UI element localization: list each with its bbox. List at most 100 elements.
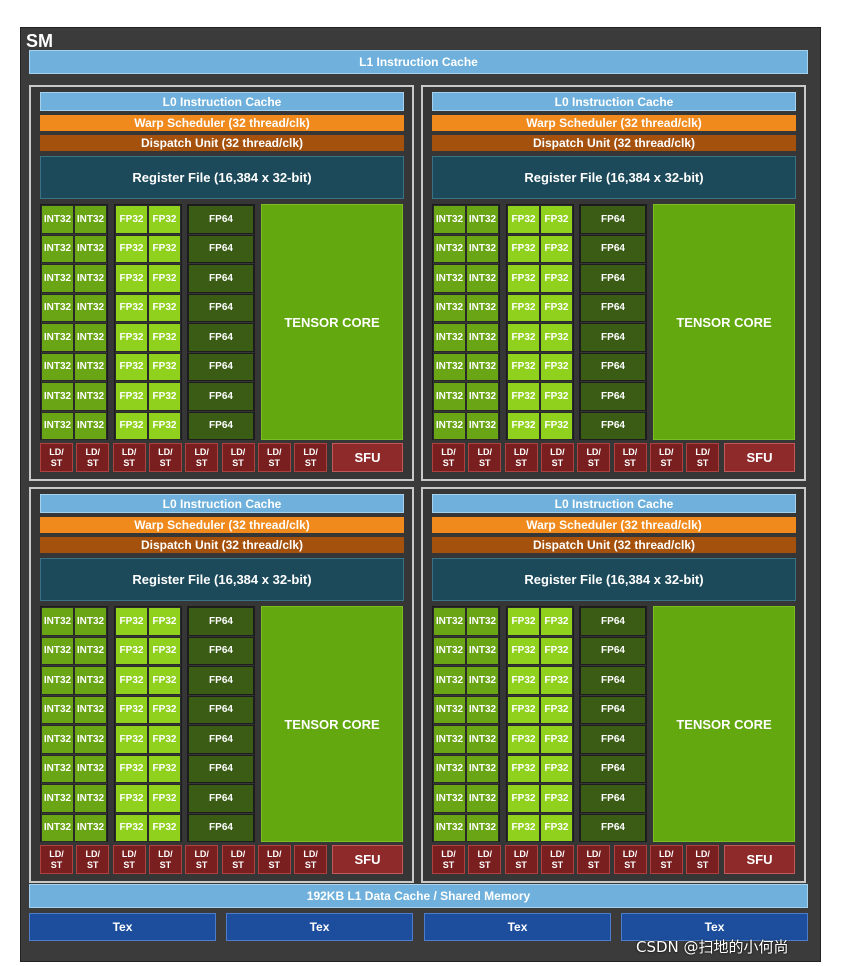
- ld-st-label-top: LD/: [303, 446, 318, 457]
- ld-st-label-top: LD/: [49, 446, 64, 457]
- fp32-core: FP32: [540, 695, 573, 724]
- register-file: Register File (16,384 x 32-bit): [40, 156, 404, 199]
- fp64-core: FP64: [580, 695, 646, 724]
- ld-st-label-bottom: ST: [87, 859, 99, 870]
- fp32-core: FP32: [115, 382, 148, 411]
- ld-st-label-top: LD/: [441, 446, 456, 457]
- fp32-core: FP32: [115, 754, 148, 783]
- int32-core: INT32: [74, 695, 107, 724]
- int32-core: INT32: [74, 636, 107, 665]
- sfu-unit: SFU: [332, 845, 403, 874]
- ld-st-unit: LD/ST: [504, 845, 538, 874]
- fp64-core: FP64: [188, 725, 254, 754]
- tensor-core: TENSOR CORE: [653, 606, 795, 842]
- fp32-core: FP32: [540, 754, 573, 783]
- fp32-core: FP32: [115, 636, 148, 665]
- l0-instruction-cache: L0 Instruction Cache: [432, 494, 796, 513]
- int32-core: INT32: [466, 234, 499, 263]
- fp32-core: FP32: [148, 666, 181, 695]
- ld-st-unit: LD/ST: [468, 443, 502, 472]
- processing-partition: L0 Instruction Cache Warp Scheduler (32 t…: [29, 85, 414, 481]
- int32-core: INT32: [433, 234, 466, 263]
- ld-st-unit: LD/ST: [686, 845, 720, 874]
- int32-core: INT32: [41, 323, 74, 352]
- l1-instruction-cache: L1 Instruction Cache: [29, 50, 808, 74]
- fp64-core: FP64: [188, 636, 254, 665]
- fp64-core: FP64: [188, 411, 254, 440]
- int32-core: INT32: [74, 382, 107, 411]
- int32-core: INT32: [433, 725, 466, 754]
- int32-core: INT32: [466, 607, 499, 636]
- ld-st-label-bottom: ST: [696, 859, 709, 870]
- int32-core: INT32: [466, 352, 499, 381]
- int32-core: INT32: [41, 205, 74, 234]
- ld-st-label-bottom: ST: [195, 457, 208, 468]
- int32-core: INT32: [466, 813, 499, 842]
- int32-core: INT32: [41, 293, 74, 322]
- int32-core: INT32: [433, 754, 466, 783]
- fp32-core: FP32: [115, 323, 148, 352]
- ld-st-unit: LD/ST: [294, 845, 328, 874]
- fp32-core: FP32: [507, 695, 540, 724]
- ld-st-label-bottom: ST: [123, 859, 135, 870]
- fp32-core: FP32: [507, 813, 540, 842]
- ld-st-label-top: LD/: [230, 446, 246, 457]
- int32-core: INT32: [74, 205, 107, 234]
- tex-unit: Tex: [29, 913, 216, 941]
- int32-core: INT32: [433, 666, 466, 695]
- fp32-core: FP32: [148, 205, 181, 234]
- fp64-core: FP64: [580, 784, 646, 813]
- int32-core: INT32: [466, 382, 499, 411]
- fp32-core: FP32: [507, 264, 540, 293]
- fp64-core: FP64: [580, 352, 646, 381]
- warp-scheduler: Warp Scheduler (32 thread/clk): [432, 517, 796, 533]
- fp64-core: FP64: [580, 382, 646, 411]
- int32-core: INT32: [41, 234, 74, 263]
- register-file: Register File (16,384 x 32-bit): [432, 558, 796, 601]
- int32-core: INT32: [466, 636, 499, 665]
- fp64-core: FP64: [188, 293, 254, 322]
- ld-st-unit: LD/ST: [649, 845, 683, 874]
- register-file: Register File (16,384 x 32-bit): [432, 156, 796, 199]
- sm-block: SM L1 Instruction Cache L0 Instruction C…: [20, 27, 821, 962]
- fp32-core: FP32: [115, 725, 148, 754]
- ld-st-label-bottom: ST: [123, 457, 135, 468]
- ld-st-label-bottom: ST: [515, 859, 527, 870]
- dispatch-unit: Dispatch Unit (32 thread/clk): [432, 135, 796, 151]
- int32-core: INT32: [74, 323, 107, 352]
- dispatch-unit: Dispatch Unit (32 thread/clk): [40, 537, 404, 553]
- l1-data-cache: 192KB L1 Data Cache / Shared Memory: [29, 884, 808, 908]
- fp32-core: FP32: [507, 607, 540, 636]
- fp32-core: FP32: [148, 695, 181, 724]
- ld-st-label-top: LD/: [550, 848, 565, 859]
- fp64-core: FP64: [188, 784, 254, 813]
- l0-instruction-cache: L0 Instruction Cache: [40, 494, 404, 513]
- fp64-core: FP64: [188, 323, 254, 352]
- ld-st-label-bottom: ST: [268, 457, 281, 468]
- int32-core: INT32: [41, 264, 74, 293]
- int32-core: INT32: [433, 636, 466, 665]
- sfu-unit: SFU: [724, 443, 795, 472]
- ld-st-label-top: LD/: [513, 446, 529, 457]
- ld-st-label-bottom: ST: [660, 457, 673, 468]
- int32-core: INT32: [41, 352, 74, 381]
- tensor-core: TENSOR CORE: [261, 204, 403, 440]
- int32-core: INT32: [433, 352, 466, 381]
- int32-core: INT32: [41, 411, 74, 440]
- fp32-core: FP32: [148, 411, 181, 440]
- warp-scheduler: Warp Scheduler (32 thread/clk): [40, 115, 404, 131]
- fp32-core: FP32: [507, 205, 540, 234]
- fp64-core: FP64: [188, 754, 254, 783]
- ld-st-label-top: LD/: [622, 446, 638, 457]
- fp32-core: FP32: [507, 636, 540, 665]
- ld-st-label-top: LD/: [659, 848, 674, 859]
- int32-core: INT32: [74, 754, 107, 783]
- int32-core: INT32: [74, 264, 107, 293]
- fp32-core: FP32: [148, 293, 181, 322]
- int32-core: INT32: [433, 784, 466, 813]
- fp32-core: FP32: [507, 352, 540, 381]
- ld-st-label-top: LD/: [513, 848, 529, 859]
- ld-st-label-bottom: ST: [87, 457, 99, 468]
- ld-st-unit: LD/ST: [185, 845, 219, 874]
- ld-st-label-top: LD/: [158, 848, 173, 859]
